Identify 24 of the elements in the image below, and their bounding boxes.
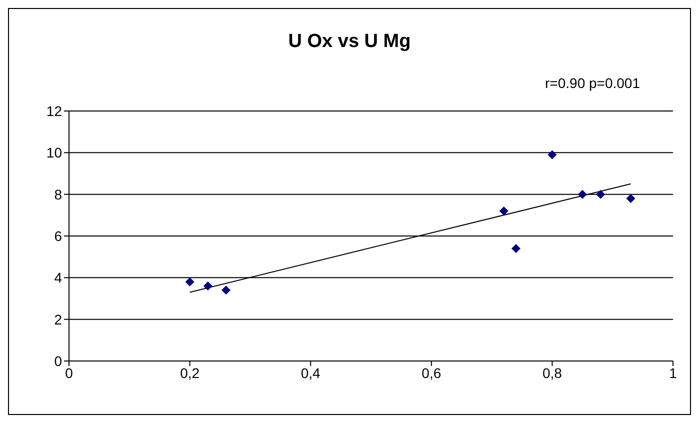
x-tick-label: 0,2 xyxy=(180,364,200,381)
point xyxy=(578,190,587,199)
chart-title: U Ox vs U Mg xyxy=(287,31,412,53)
y-tick-label: 2 xyxy=(54,311,62,328)
point xyxy=(626,194,636,203)
x-tick-label: 0,8 xyxy=(542,364,562,381)
y-tick-label: 8 xyxy=(54,186,62,202)
point xyxy=(185,277,194,286)
y-tick-label: 10 xyxy=(46,144,62,161)
point xyxy=(203,282,212,290)
point xyxy=(499,206,508,216)
x-tick-label: 0,6 xyxy=(422,364,442,381)
x-tick-label: 0,4 xyxy=(300,364,321,381)
point xyxy=(596,190,606,199)
y-tick-label: 0 xyxy=(54,352,62,369)
point xyxy=(222,286,231,295)
x-tick-label: 1 xyxy=(669,364,678,381)
y-tick-label: 12 xyxy=(46,102,62,119)
point xyxy=(511,244,520,253)
y-tick-label: 6 xyxy=(54,228,62,244)
point xyxy=(548,150,557,160)
x-tick-label: 0 xyxy=(65,364,74,381)
text: r=0.90 p=0.001 xyxy=(545,75,640,91)
y-tick-label: 4 xyxy=(54,270,62,286)
